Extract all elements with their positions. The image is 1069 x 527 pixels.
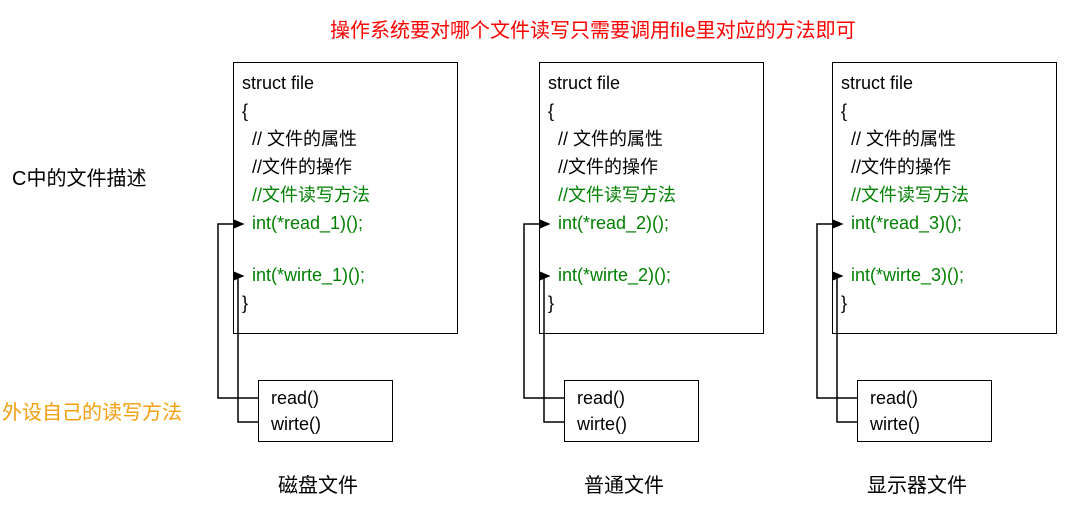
struct-header: struct file [841, 69, 1048, 97]
peripheral-methods-box: read()wirte() [564, 380, 699, 442]
file-type-caption: 磁盘文件 [278, 469, 358, 498]
peripheral-methods-box: read()wirte() [857, 380, 992, 442]
comment-attributes: // 文件的属性 [548, 125, 755, 153]
struct-file-box: struct file{ // 文件的属性 //文件的操作 //文件读写方法 i… [832, 62, 1057, 334]
open-brace: { [548, 97, 755, 125]
method-write: wirte() [577, 411, 686, 437]
struct-file-box: struct file{ // 文件的属性 //文件的操作 //文件读写方法 i… [233, 62, 458, 334]
struct-header: struct file [242, 69, 449, 97]
close-brace: } [841, 289, 1048, 317]
read-fn-ptr: int(*read_1)(); [242, 209, 449, 237]
file-type-caption: 普通文件 [584, 469, 664, 498]
comment-operations: //文件的操作 [548, 153, 755, 181]
comment-rw-methods: //文件读写方法 [242, 181, 449, 209]
comment-rw-methods: //文件读写方法 [548, 181, 755, 209]
struct-header: struct file [548, 69, 755, 97]
peripheral-methods-label: 外设自己的读写方法 [2, 396, 182, 425]
write-fn-ptr: int(*wirte_3)(); [841, 261, 1048, 289]
peripheral-methods-box: read()wirte() [258, 380, 393, 442]
comment-attributes: // 文件的属性 [841, 125, 1048, 153]
comment-rw-methods: //文件读写方法 [841, 181, 1048, 209]
left-label: C中的文件描述 [12, 162, 146, 191]
comment-operations: //文件的操作 [841, 153, 1048, 181]
read-fn-ptr: int(*read_2)(); [548, 209, 755, 237]
method-read: read() [271, 385, 380, 411]
open-brace: { [242, 97, 449, 125]
comment-attributes: // 文件的属性 [242, 125, 449, 153]
method-read: read() [870, 385, 979, 411]
read-fn-ptr: int(*read_3)(); [841, 209, 1048, 237]
method-write: wirte() [271, 411, 380, 437]
close-brace: } [242, 289, 449, 317]
method-read: read() [577, 385, 686, 411]
open-brace: { [841, 97, 1048, 125]
close-brace: } [548, 289, 755, 317]
struct-file-box: struct file{ // 文件的属性 //文件的操作 //文件读写方法 i… [539, 62, 764, 334]
method-write: wirte() [870, 411, 979, 437]
comment-operations: //文件的操作 [242, 153, 449, 181]
file-type-caption: 显示器文件 [867, 469, 967, 498]
write-fn-ptr: int(*wirte_1)(); [242, 261, 449, 289]
diagram-title: 操作系统要对哪个文件读写只需要调用file里对应的方法即可 [330, 14, 856, 43]
write-fn-ptr: int(*wirte_2)(); [548, 261, 755, 289]
